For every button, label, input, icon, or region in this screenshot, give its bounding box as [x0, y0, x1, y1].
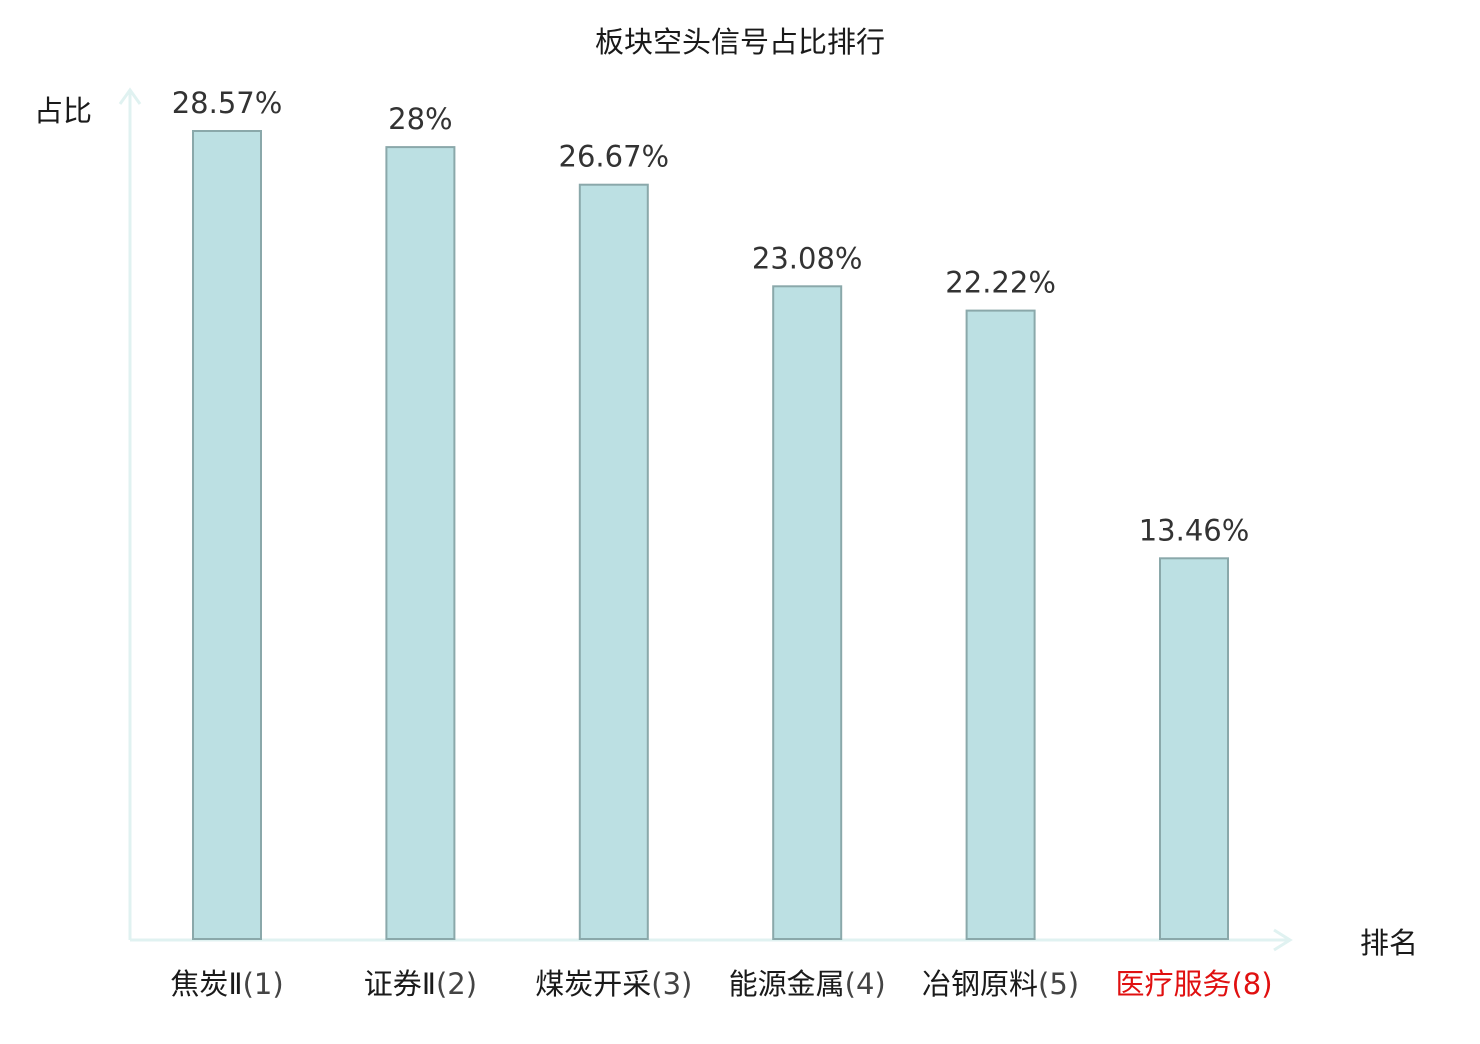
y-axis-arrow — [118, 87, 142, 105]
category-name: 煤炭开采 — [535, 967, 651, 1001]
bar-value-label: 28% — [388, 102, 452, 136]
category-name: 能源金属 — [729, 967, 845, 1001]
bar — [385, 146, 456, 941]
category-label: 能源金属(4) — [729, 967, 886, 1001]
bar — [772, 285, 843, 940]
category-name: 冶钢原料 — [922, 967, 1038, 1001]
x-axis-arrow — [1273, 928, 1293, 952]
category-label: 冶钢原料(5) — [922, 967, 1079, 1001]
bar — [1159, 557, 1229, 940]
category-name: 焦炭Ⅱ — [170, 967, 242, 1001]
category-label: 焦炭Ⅱ(1) — [170, 967, 283, 1001]
category-rank: (4) — [845, 967, 886, 1001]
bar-value-label: 26.67% — [559, 140, 670, 174]
chart-title: 板块空头信号占比排行 — [595, 25, 885, 59]
bar — [965, 309, 1036, 941]
category-rank: (3) — [651, 967, 692, 1001]
axes — [118, 87, 1293, 952]
bar-value-label: 23.08% — [752, 241, 863, 275]
category-rank: (8) — [1231, 967, 1272, 1001]
category-label: 证券Ⅱ(2) — [364, 967, 477, 1001]
category-labels: 焦炭Ⅱ(1) 证券Ⅱ(2) 煤炭开采(3) 能源金属(4) 冶钢原料(5) 医疗服务(8) — [170, 967, 1272, 1001]
category-label: 医疗服务(8) — [1115, 967, 1272, 1001]
category-name: 医疗服务 — [1115, 967, 1231, 1001]
category-name: 证券Ⅱ — [364, 967, 436, 1001]
bar-value-label: 22.22% — [945, 266, 1056, 300]
value-labels: 28.57% 28% 26.67% 23.08% 22.22% 13.46% — [172, 86, 1250, 547]
bars — [192, 130, 1229, 941]
category-rank: (1) — [243, 967, 284, 1001]
category-label: 煤炭开采(3) — [535, 967, 692, 1001]
y-axis-label: 占比 — [34, 94, 92, 128]
bar — [578, 183, 649, 940]
x-axis-label: 排名 — [1360, 926, 1418, 960]
bar-value-label: 28.57% — [172, 86, 283, 120]
category-rank: (2) — [436, 967, 477, 1001]
bar — [192, 130, 262, 940]
category-rank: (5) — [1038, 967, 1079, 1001]
bar-value-label: 13.46% — [1139, 513, 1250, 547]
